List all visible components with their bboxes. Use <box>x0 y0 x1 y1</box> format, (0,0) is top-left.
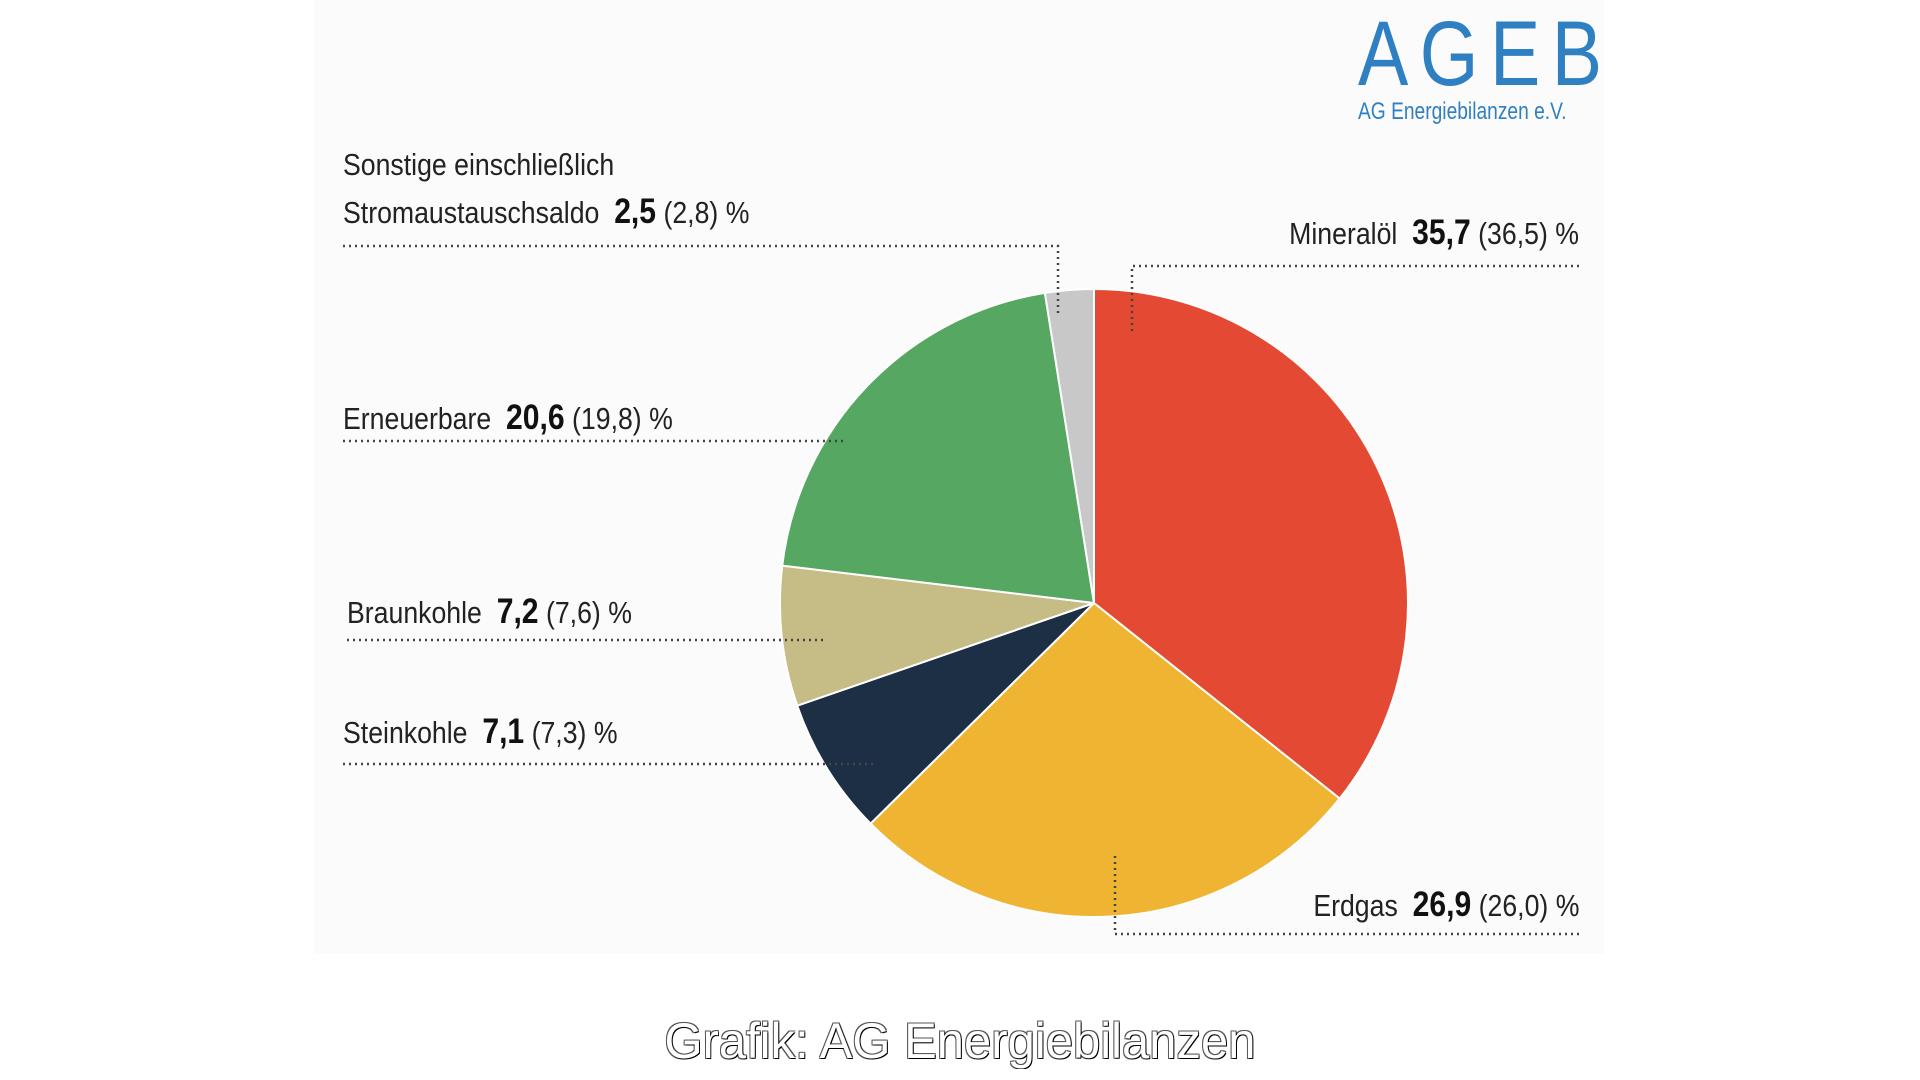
leader-line-sonstige <box>343 244 1060 314</box>
label-erdgas: Erdgas 26,9 (26,0) % <box>1312 885 1579 924</box>
pie-slice-mineralöl <box>1093 287 1409 800</box>
label-sonstige: Stromaustauschsaldo 2,5 (2,8) % <box>343 192 750 231</box>
caption: Grafik: AG Energiebilanzen <box>664 1013 1256 1069</box>
label-steinkohle: Steinkohle 7,1 (7,3) % <box>343 712 618 751</box>
label-sonstige-line1: Sonstige einschließlich <box>343 147 615 182</box>
label-braunkohle: Braunkohle 7,2 (7,6) % <box>347 592 632 631</box>
pie-slice-steinkohle <box>795 602 1095 826</box>
ageb-logo: AGEB AG Energiebilanzen e.V. <box>1358 4 1670 126</box>
pie-slice-erneuerbare <box>781 291 1096 605</box>
logo-text: AGEB <box>1358 3 1614 105</box>
pie-slice-sonstige <box>1043 287 1095 604</box>
leader-line-erdgas <box>1113 855 1579 936</box>
logo-subtitle: AG Energiebilanzen e.V. <box>1358 98 1567 125</box>
pie-slice-braunkohle <box>779 564 1095 707</box>
pie-slice-erdgas <box>869 601 1342 918</box>
label-erneuerbare: Erneuerbare 20,6 (19,8) % <box>343 398 673 437</box>
label-mineraloel: Mineralöl 35,7 (36,5) % <box>1289 213 1579 252</box>
